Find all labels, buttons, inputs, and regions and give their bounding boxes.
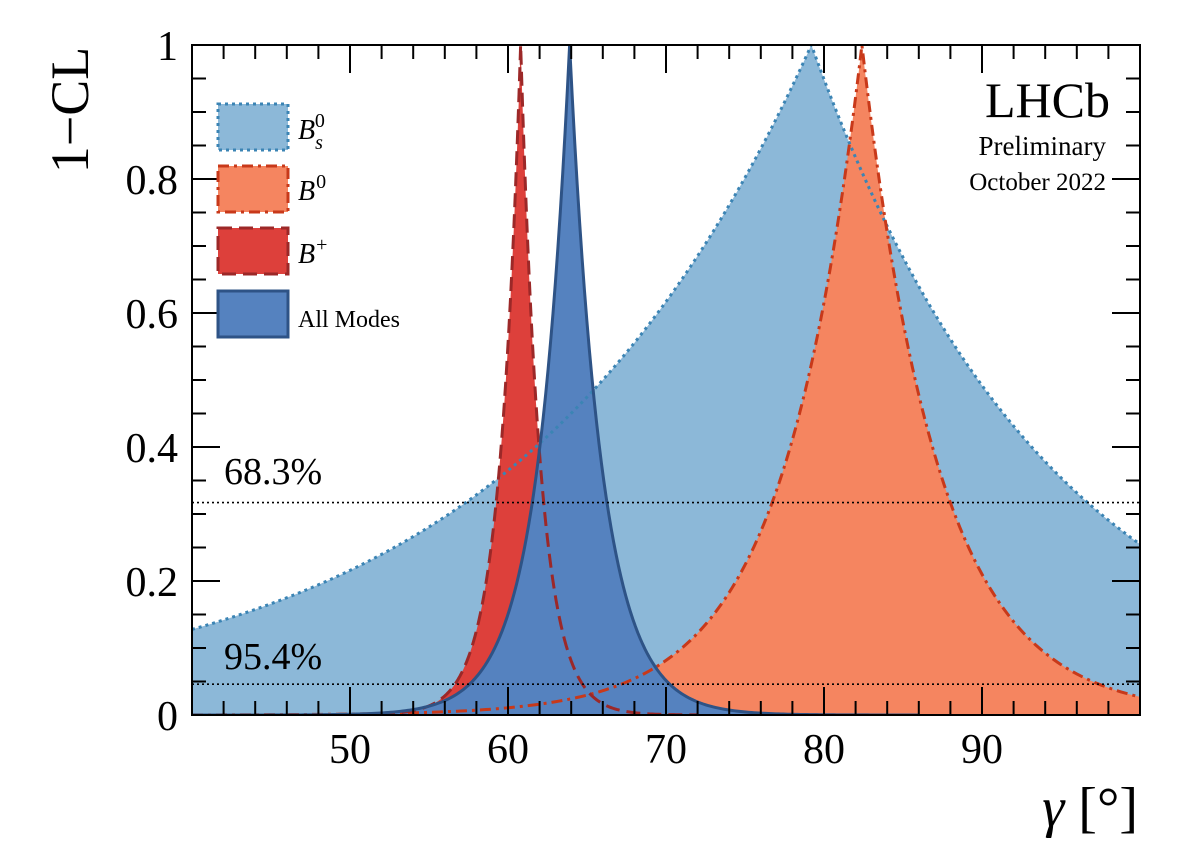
legend-label-bplus: B+ — [298, 234, 327, 270]
x-axis-label: γ [°] — [1042, 777, 1138, 839]
area-all-modes — [192, 45, 919, 715]
x-tick-label: 50 — [329, 727, 371, 773]
legend-item-all-modes: All Modes — [216, 289, 400, 339]
y-tick-label: 0.8 — [126, 158, 179, 204]
legend-swatch-bplus — [216, 226, 290, 276]
watermark-date: October 2022 — [969, 169, 1106, 196]
legend-swatch-bs0 — [216, 102, 290, 152]
area-b-0 — [192, 45, 1140, 715]
ref-label-68: 68.3% — [224, 451, 322, 493]
reference-lines — [192, 501, 1140, 685]
y-tick-label: 0.6 — [126, 292, 179, 338]
legend-label-all-modes: All Modes — [298, 307, 400, 333]
y-tick-label: 1 — [157, 24, 178, 70]
watermark-experiment: LHCb — [985, 72, 1110, 128]
x-tick-label: 80 — [803, 727, 845, 773]
legend: Bs0 B0 B+ All Modes — [216, 102, 400, 339]
legend-label-b0: B0 — [298, 171, 326, 207]
watermark-status: Preliminary — [979, 131, 1107, 161]
legend-swatch-all-modes — [216, 289, 290, 339]
axis-ticks — [192, 45, 1140, 715]
series-fills — [192, 45, 1140, 715]
legend-swatch-b0 — [216, 164, 290, 214]
ref-label-95: 95.4% — [224, 636, 322, 678]
x-axis-symbol: γ — [1042, 777, 1066, 839]
y-tick-label: 0 — [157, 694, 178, 740]
legend-item-bplus: B+ — [216, 226, 327, 276]
legend-item-bs0: Bs0 — [216, 102, 325, 154]
x-tick-label: 90 — [961, 727, 1003, 773]
y-tick-label: 0.4 — [126, 426, 179, 472]
legend-item-b0: B0 — [216, 164, 326, 214]
y-tick-label: 0.2 — [126, 560, 179, 606]
x-tick-label: 60 — [487, 727, 529, 773]
x-axis-unit: [°] — [1078, 777, 1138, 839]
y-axis-label: 1−CL — [40, 47, 100, 173]
x-tick-label: 70 — [645, 727, 687, 773]
legend-label-bs0: Bs0 — [298, 110, 325, 154]
curve-b-s-0 — [192, 45, 1140, 631]
experiment-watermark: LHCb Preliminary October 2022 — [969, 72, 1110, 196]
axis-tick-labels: 50 60 70 80 90 0 0.2 0.4 0.6 0.8 1 — [126, 24, 1004, 773]
curve-b-0 — [192, 45, 1140, 715]
